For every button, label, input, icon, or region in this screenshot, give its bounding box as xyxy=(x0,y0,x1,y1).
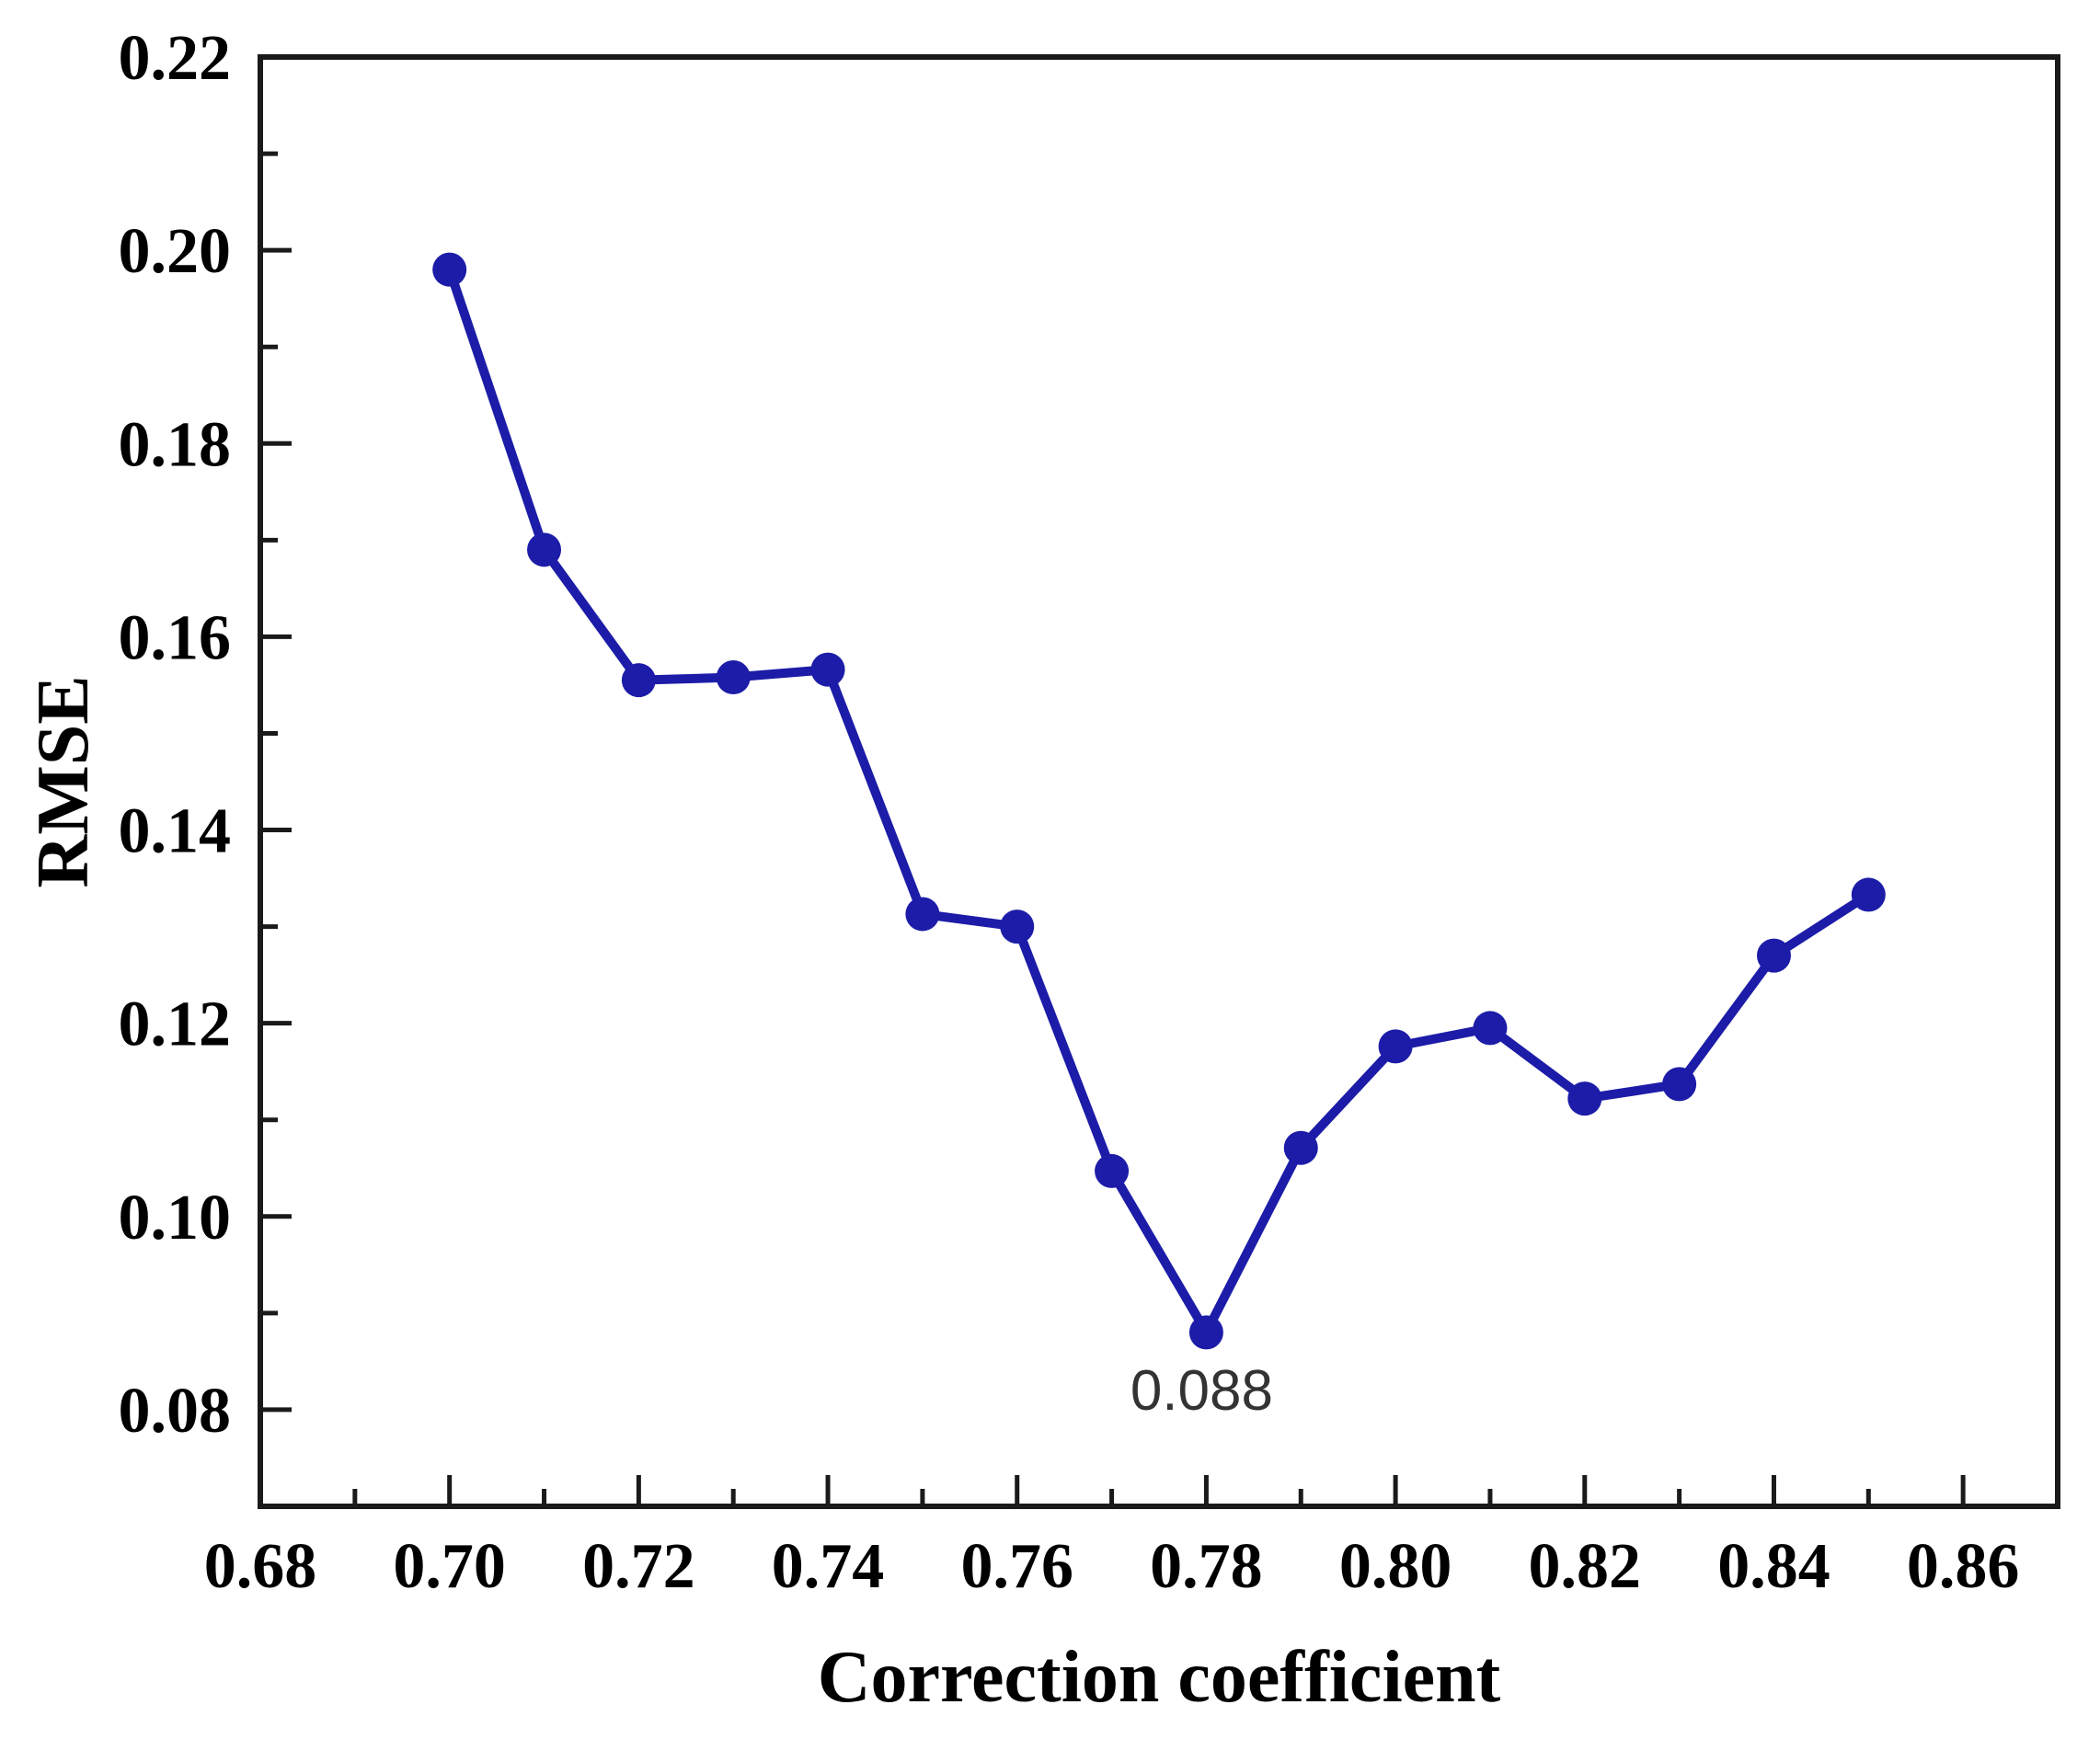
x-tick-label: 0.68 xyxy=(204,1531,317,1602)
y-tick-label: 0.10 xyxy=(119,1183,232,1253)
y-axis-title: RMSE xyxy=(23,675,104,887)
data-point xyxy=(1662,1067,1697,1102)
data-point xyxy=(1000,910,1035,944)
data-point xyxy=(1567,1081,1602,1116)
data-point xyxy=(1283,1130,1318,1165)
y-tick-label: 0.14 xyxy=(119,796,232,867)
data-point xyxy=(1188,1315,1223,1350)
x-tick-label: 0.84 xyxy=(1717,1531,1830,1602)
x-tick-label: 0.72 xyxy=(582,1531,695,1602)
data-point xyxy=(527,532,562,567)
x-tick-label: 0.80 xyxy=(1339,1531,1452,1602)
data-point xyxy=(810,652,845,687)
data-line xyxy=(444,265,1874,1337)
plot-area: 0.68 0.70 0.72 0.74 0.76 0.78 0.80 0.82 0.84 0.86… xyxy=(119,23,2060,1602)
x-tick-label: 0.78 xyxy=(1150,1531,1263,1602)
data-point xyxy=(432,252,467,287)
data-point xyxy=(1095,1153,1130,1188)
x-tick-label: 0.86 xyxy=(1907,1531,2020,1602)
x-tick-label: 0.74 xyxy=(772,1531,885,1602)
plot-border xyxy=(258,54,2060,1509)
data-point xyxy=(1473,1011,1508,1046)
data-point xyxy=(905,897,940,932)
y-tick-label: 0.20 xyxy=(119,216,232,287)
data-point xyxy=(621,663,656,698)
data-point xyxy=(1378,1029,1413,1064)
x-axis-title: Correction coefficient xyxy=(818,1637,1501,1718)
x-tick-label: 0.76 xyxy=(960,1531,1073,1602)
y-tick-label: 0.08 xyxy=(119,1376,232,1447)
x-tick-label: 0.70 xyxy=(393,1531,506,1602)
x-tick-label: 0.82 xyxy=(1529,1531,1642,1602)
y-tick-label: 0.22 xyxy=(119,23,232,94)
min-point-annotation: 0.088 xyxy=(1130,1359,1273,1423)
y-tick-label: 0.16 xyxy=(119,602,232,673)
y-tick-label: 0.18 xyxy=(119,409,232,480)
data-point xyxy=(1756,938,1791,973)
data-point xyxy=(1851,877,1886,912)
data-point xyxy=(716,660,751,695)
y-tick-label: 0.12 xyxy=(119,990,232,1060)
